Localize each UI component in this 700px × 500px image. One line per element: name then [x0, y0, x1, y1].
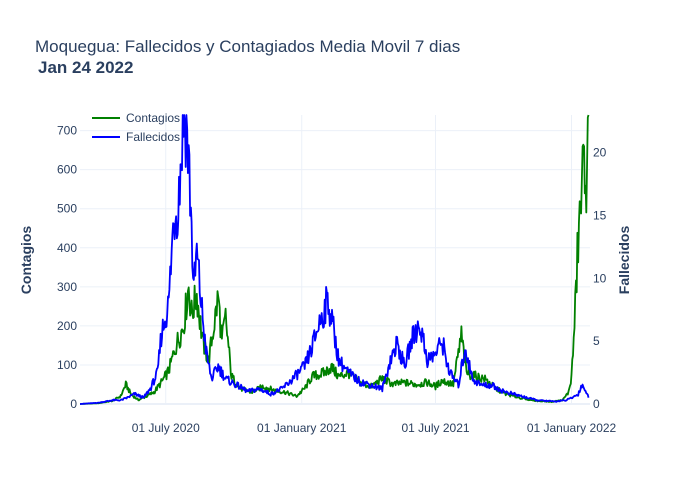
legend-label-contagios: Contagios: [126, 111, 180, 125]
x-tick-label: 01 January 2021: [257, 421, 347, 435]
y-right-tick-label: 15: [593, 209, 607, 223]
series-line-fallecidos: [79, 114, 590, 405]
y-left-tick-label: 700: [57, 124, 77, 138]
y-right-tick-label: 10: [593, 271, 607, 285]
legend[interactable]: Contagios Fallecidos: [92, 111, 180, 144]
x-tick-label: 01 July 2021: [401, 421, 469, 435]
legend-item-contagios[interactable]: Contagios: [92, 111, 180, 125]
x-tick-label: 01 July 2020: [132, 421, 200, 435]
y-left-tick-label: 500: [57, 202, 77, 216]
legend-label-fallecidos: Fallecidos: [126, 130, 180, 144]
y-left-tick-label: 600: [57, 163, 77, 177]
y-right-tick-label: 20: [593, 146, 607, 160]
y-right-tick-label: 5: [593, 334, 600, 348]
chart-title: Moquegua: Fallecidos y Contagiados Media…: [35, 37, 460, 56]
y-left-tick-label: 100: [57, 358, 77, 372]
y-left-tick-label: 200: [57, 319, 77, 333]
legend-item-fallecidos[interactable]: Fallecidos: [92, 130, 180, 144]
series-layer: [79, 114, 590, 405]
y-left-tick-label: 0: [70, 397, 77, 411]
y-right-tick-label: 0: [593, 397, 600, 411]
series-line-contagios: [79, 114, 590, 405]
y-left-tick-label: 300: [57, 280, 77, 294]
x-tick-label: 01 January 2022: [527, 421, 617, 435]
grid: [80, 115, 590, 405]
y-left-tick-label: 400: [57, 241, 77, 255]
y-left-axis-title: Contagios: [18, 226, 34, 295]
chart-subtitle: Jan 24 2022: [38, 58, 133, 77]
y-right-axis-title: Fallecidos: [616, 226, 632, 295]
